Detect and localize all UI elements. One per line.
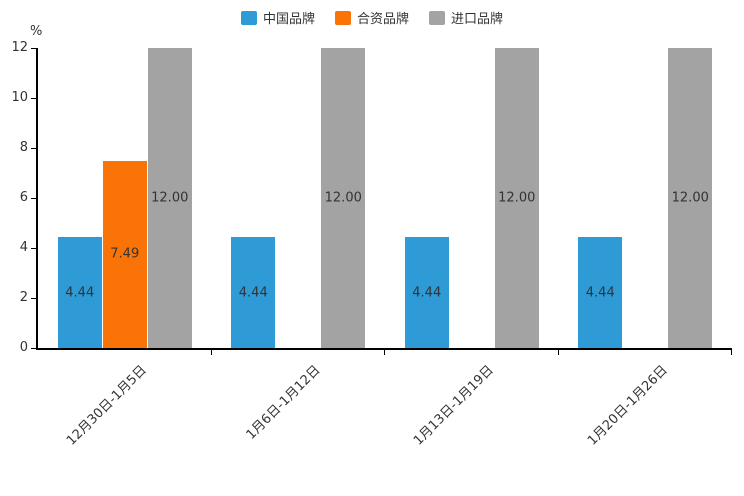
legend-swatch-icon [334, 10, 351, 25]
x-tick-mark [731, 350, 732, 355]
bar-进口品牌-1: 12.00 [321, 48, 366, 348]
legend-label: 进口品牌 [451, 12, 504, 27]
bar-value-label: 4.44 [65, 285, 95, 300]
x-category-label-1: 1月6日-1月12日 [243, 362, 324, 443]
legend-item-0[interactable]: 中国品牌 [240, 8, 315, 27]
y-tick-label: 4 [19, 240, 28, 255]
legend-swatch-icon [240, 10, 257, 25]
plot-area: 4.44 7.49 12.00 4.44 12.00 4.44 12.00 4.44 12.00 [36, 48, 733, 355]
bar-value-label: 12.00 [151, 190, 189, 206]
x-category-label-0: 12月30日-1月5日 [64, 362, 151, 449]
y-tick-mark [31, 48, 36, 49]
bar-group: 4.44 12.00 [212, 48, 386, 348]
y-tick-mark [31, 248, 36, 249]
legend-swatch-icon [429, 10, 445, 25]
y-tick-label: 8 [19, 140, 28, 155]
bar-value-label: 4.44 [585, 285, 615, 300]
legend-item-1[interactable]: 合资品牌 [334, 8, 409, 27]
x-tick-mark [557, 350, 559, 355]
bar-group: 4.44 12.00 [385, 48, 559, 348]
bar-value-label: 12.00 [324, 190, 362, 206]
y-tick-mark [31, 298, 36, 299]
legend-label: 中国品牌 [262, 12, 315, 27]
bar-进口品牌-3: 12.00 [668, 48, 713, 348]
y-tick-mark [31, 198, 36, 199]
bar-group: 4.44 12.00 [559, 48, 733, 348]
y-tick-mark [31, 98, 36, 99]
bar-value-label: 7.49 [110, 246, 140, 262]
x-tick-mark [210, 350, 212, 355]
y-tick-label: 10 [11, 90, 28, 105]
y-tick-label: 2 [19, 290, 28, 305]
bar-合资品牌-0: 7.49 [102, 160, 147, 348]
bar-group: 4.44 7.49 12.00 [38, 48, 212, 348]
x-category-label-2: 1月13日-1月19日 [411, 362, 498, 449]
legend-label: 合资品牌 [356, 12, 409, 27]
x-tick-mark [384, 350, 385, 355]
bar-进口品牌-0: 12.00 [147, 48, 192, 348]
y-tick-label: 0 [19, 340, 28, 355]
bar-中国品牌-1: 4.44 [231, 237, 276, 348]
chart-legend: 中国品牌 合资品牌 进口品牌 [0, 8, 744, 27]
y-tick-mark [31, 148, 36, 149]
x-category-label-3: 1月20日-1月26日 [584, 362, 671, 449]
y-tick-label: 6 [19, 190, 28, 205]
y-axis-unit-label: % [30, 24, 43, 39]
legend-item-2[interactable]: 进口品牌 [429, 8, 503, 27]
bar-value-label: 4.44 [412, 285, 442, 300]
bar-中国品牌-2: 4.44 [404, 237, 449, 348]
bar-中国品牌-0: 4.44 [57, 237, 102, 348]
y-tick-mark [31, 348, 36, 349]
bar-中国品牌-3: 4.44 [578, 237, 623, 348]
y-tick-label: 12 [11, 40, 28, 55]
bar-value-label: 12.00 [498, 190, 536, 206]
bar-value-label: 4.44 [238, 285, 268, 300]
bar-value-label: 12.00 [671, 190, 709, 206]
bar-进口品牌-2: 12.00 [494, 48, 539, 348]
